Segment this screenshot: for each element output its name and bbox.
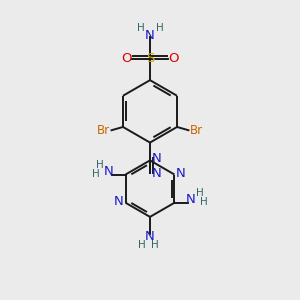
Text: Br: Br [190,124,203,137]
Text: N: N [152,152,161,164]
Text: H: H [156,23,164,33]
Text: Br: Br [97,124,110,137]
Text: H: H [196,188,204,198]
Text: N: N [114,195,124,208]
Text: H: H [92,169,100,178]
Text: N: N [176,167,186,179]
Text: H: H [96,160,104,170]
Text: H: H [138,239,146,250]
Text: H: H [136,23,144,33]
Text: S: S [146,52,154,65]
Text: O: O [121,52,131,65]
Text: N: N [145,230,155,243]
Text: N: N [145,29,155,42]
Text: N: N [152,167,161,180]
Text: O: O [169,52,179,65]
Text: H: H [152,240,159,250]
Text: H: H [200,197,208,207]
Text: N: N [104,165,114,178]
Text: N: N [186,193,196,206]
